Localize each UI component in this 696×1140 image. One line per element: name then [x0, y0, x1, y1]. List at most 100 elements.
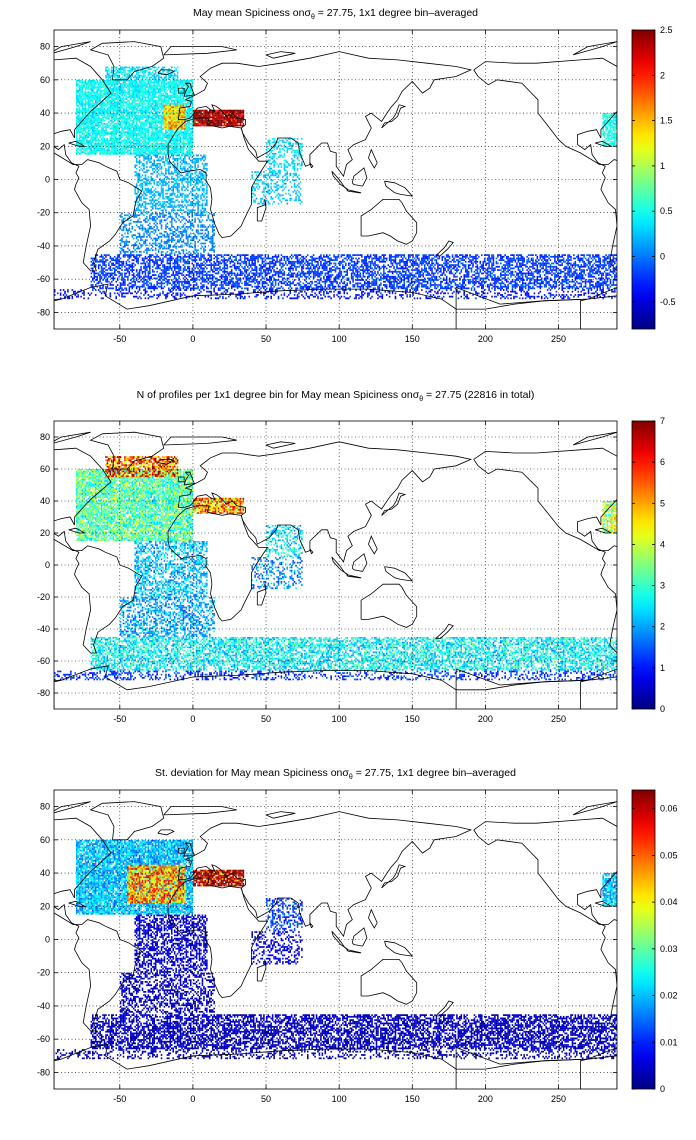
x-tick-label: 0: [190, 714, 195, 724]
region-south-atlantic: [119, 597, 215, 638]
data-cells: [54, 66, 617, 300]
colorbar-tick-label: 0.06: [660, 804, 678, 814]
colorbar-tick-label: 2: [660, 70, 665, 80]
coastline-19: [68, 900, 87, 907]
title-text: = 27.75, 1x1 degree bin–averaged: [315, 7, 478, 19]
region-southern-ocean: [90, 1014, 617, 1050]
coastline-16: [435, 1000, 454, 1017]
region-arabian-sea: [266, 137, 303, 172]
coastline-3: [167, 877, 269, 999]
coastline-19: [68, 527, 85, 534]
coastline-21: [265, 811, 296, 819]
coastline-7: [381, 864, 407, 889]
y-tick-label: -80: [37, 688, 50, 698]
x-tick-label: 250: [551, 714, 566, 724]
coastline-18: [368, 148, 378, 169]
y-tick-label: -60: [37, 274, 50, 284]
x-tick-label: 150: [405, 1094, 420, 1104]
grid: [54, 30, 617, 329]
coastline-3: [167, 117, 269, 239]
x-tick-label: -50: [113, 1094, 126, 1104]
y-tick-label: 60: [40, 75, 50, 85]
coastline-20: [690, 807, 696, 815]
coastline-0: [473, 447, 617, 654]
colorbar-tick-label: 0.04: [660, 897, 678, 907]
coastline-14: [384, 566, 414, 582]
region-south-atlantic: [119, 212, 215, 255]
region-western-indian-ocean: [251, 171, 303, 205]
y-tick-label: 20: [40, 141, 50, 151]
chart-panel-2: -50 0 50 100 150 200 250-80-60-40-20020406080N…: [37, 389, 696, 724]
x-tick-label: -50: [113, 714, 126, 724]
colorbar-tick-label: 6: [660, 457, 665, 467]
coastline-10: [684, 459, 696, 464]
title-subscript: θ: [311, 14, 315, 21]
chart-title: May mean Spiciness onσθ = 27.75, 1x1 deg…: [193, 7, 478, 21]
title-symbol: σ: [342, 767, 349, 779]
chart-title: St. deviation for May mean Spiciness onσ…: [155, 767, 516, 781]
coastline-13: [351, 553, 368, 572]
title-symbol: σ: [413, 389, 420, 401]
x-tick-label: 50: [261, 1094, 271, 1104]
coastline-11: [256, 959, 267, 982]
coastline-15: [346, 189, 362, 194]
region-arabian-sea: [266, 525, 303, 558]
x-tick-label: 50: [261, 334, 271, 344]
title-text: = 27.75, 1x1 degree bin–averaged: [353, 767, 516, 779]
x-tick-label: 0: [190, 334, 195, 344]
coastline-8: [183, 842, 195, 857]
region-southern-ocean: [90, 254, 617, 290]
x-tick-label: 150: [405, 714, 420, 724]
coastline-8: [183, 82, 195, 97]
coastline-9: [177, 476, 185, 483]
coastline-2: [177, 811, 473, 938]
x-tick-label: 50: [261, 714, 271, 724]
coastline-17: [309, 922, 314, 929]
y-tick-label: 60: [40, 835, 50, 845]
colorbar-tick-label: 3: [660, 581, 665, 591]
coastline-20: [690, 437, 696, 445]
region-mediterranean-outflow: [163, 104, 186, 130]
title-text: May mean Spiciness on: [193, 7, 305, 19]
colorbar-tick-label: 0: [660, 252, 665, 262]
region-subpolar-north-atlantic: [105, 456, 179, 478]
x-tick-label: 100: [332, 1094, 347, 1104]
title-text: St. deviation for May mean Spiciness on: [155, 767, 343, 779]
y-tick-label: 60: [40, 464, 50, 474]
coastline-11: [256, 584, 267, 606]
coastline-6: [580, 298, 588, 329]
coastline-10: [684, 70, 696, 75]
y-tick-label: -40: [37, 241, 50, 251]
coastline-6: [54, 1058, 62, 1089]
coastline-17: [309, 548, 314, 555]
y-tick-label: -40: [37, 624, 50, 634]
colorbar: -0.5 0 0.5 1 1.5 2 2.5: [631, 25, 676, 330]
colorbar-tick-label: 2.5: [660, 25, 673, 35]
region-mediterranean-sea: [192, 497, 245, 514]
y-tick-label: -80: [37, 1067, 50, 1077]
coastline-14: [384, 180, 414, 197]
region-tropical-atlantic: [134, 914, 208, 973]
region-mid-latitude-north-atlantic: [127, 864, 186, 904]
x-tick-label: 200: [478, 1094, 493, 1104]
coastline-18: [368, 908, 378, 929]
coastline-20: [690, 47, 696, 55]
data-cells: [54, 456, 617, 681]
coastline-22: [572, 801, 617, 816]
title-text: = 27.75 (22816 in total): [423, 389, 534, 401]
coastlines: [54, 41, 696, 329]
coastline-15: [346, 574, 362, 579]
colorbar: 0 1 2 3 4 5 6 7: [631, 416, 665, 714]
coastline-21: [265, 51, 296, 59]
region-western-pacific-edge: [602, 873, 617, 907]
x-tick-label: 200: [478, 714, 493, 724]
y-tick-label: -40: [37, 1001, 50, 1011]
region-western-pacific-edge: [602, 501, 617, 534]
region-mediterranean-sea: [192, 109, 245, 127]
colorbar-tick-label: 0.05: [660, 850, 678, 860]
x-tick-label: 150: [405, 334, 420, 344]
coastline-16: [435, 623, 454, 639]
coastline-21: [265, 441, 296, 449]
chart-panel-1: -50 0 50 100 150 200 250-80-60-40-20020406080M…: [37, 7, 696, 344]
